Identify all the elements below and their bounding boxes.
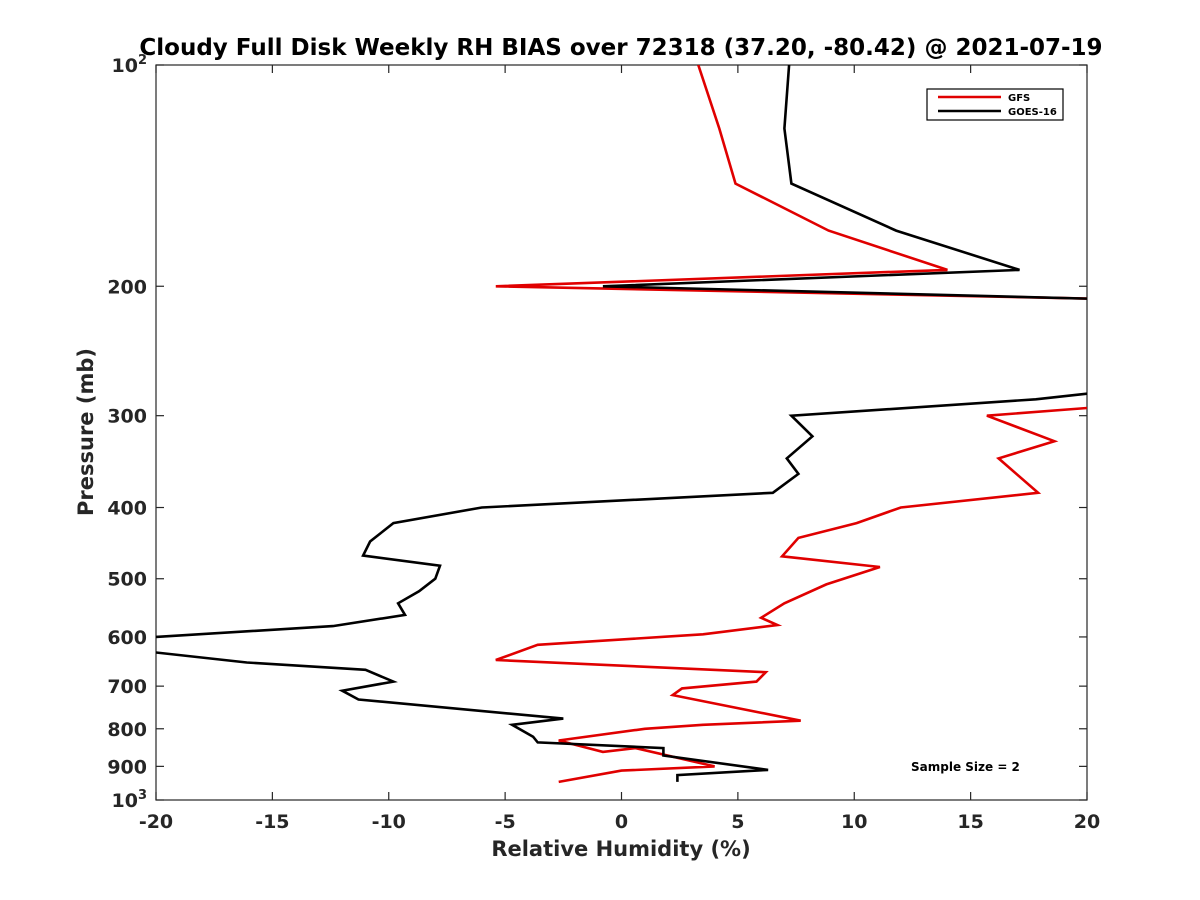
legend-box: [926, 88, 1064, 121]
x-tick-label: 15: [957, 811, 983, 833]
x-tick-label: 10: [841, 811, 867, 833]
x-tick-label: -15: [255, 811, 289, 833]
x-tick-label: 5: [731, 811, 744, 833]
x-tick-label: -10: [372, 811, 406, 833]
chart-title: Cloudy Full Disk Weekly RH BIAS over 723…: [139, 35, 1102, 61]
y-tick-label: 200: [107, 276, 147, 298]
y-axis-label: Pressure (mb): [74, 348, 98, 516]
legend-label-goes16: GOES-16: [1008, 107, 1057, 118]
plot-area: [155, 64, 1088, 801]
y-tick-label: 500: [107, 569, 147, 591]
x-axis-label: Relative Humidity (%): [491, 837, 750, 861]
series-line-gfs: [495, 65, 1087, 784]
x-tick-label: 20: [1074, 811, 1100, 833]
legend: GFS GOES-16: [926, 88, 1064, 121]
y-axis: 102 200 300 400 500 600 700 800 900 103: [107, 53, 1087, 812]
legend-label-gfs: GFS: [1008, 93, 1030, 104]
x-tick-label: -20: [139, 811, 173, 833]
y-tick-label: 600: [107, 627, 147, 649]
y-tick-label: 103: [112, 788, 148, 812]
y-tick-label: 700: [107, 676, 147, 698]
y-tick-label: 300: [107, 406, 147, 428]
sample-size-annotation: Sample Size = 2: [911, 760, 1020, 774]
y-tick-label: 800: [107, 719, 147, 741]
y-tick-label: 900: [107, 756, 147, 778]
y-tick-label: 102: [112, 53, 148, 77]
series-line-goes16: [156, 65, 1087, 782]
x-tick-label: 0: [615, 811, 628, 833]
x-axis: -20 -15 -10 -5 0 5 10 15 20: [139, 65, 1100, 833]
x-tick-label: -5: [495, 811, 516, 833]
series-layer: [156, 65, 1087, 784]
y-tick-label: 400: [107, 498, 147, 520]
